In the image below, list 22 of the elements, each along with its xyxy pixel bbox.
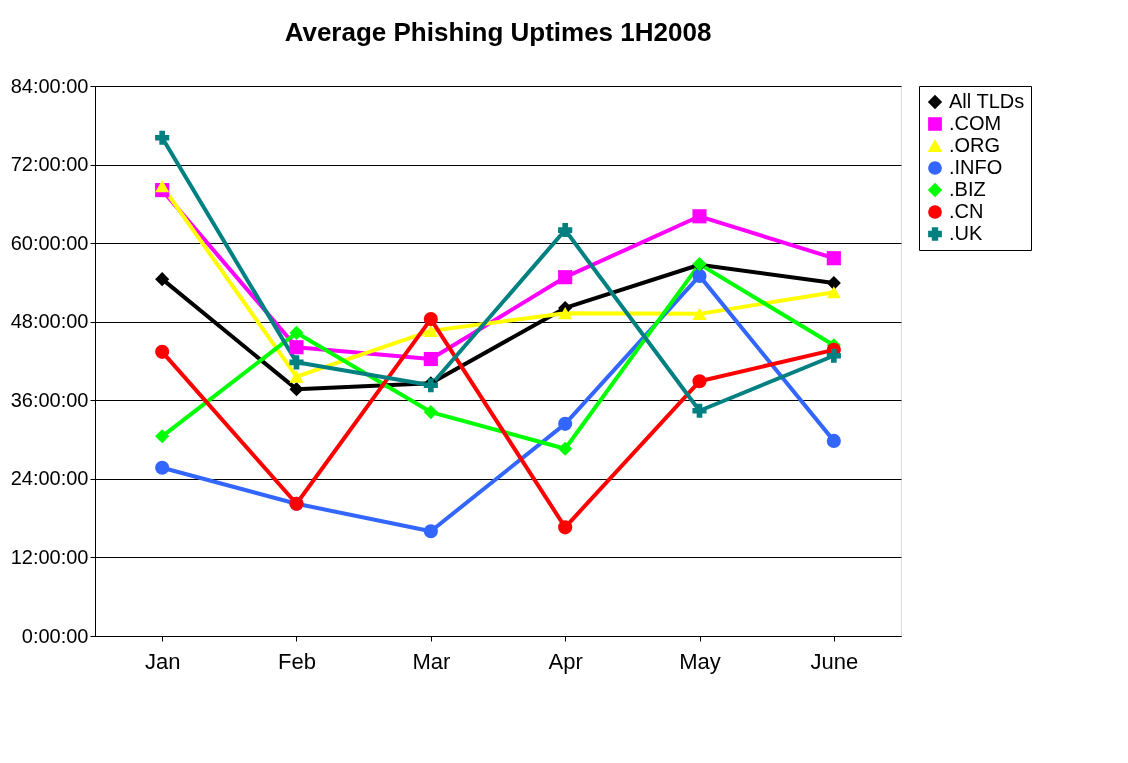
legend-label: All TLDs xyxy=(949,90,1025,112)
y-tick-label: 48:00:00 xyxy=(10,310,89,333)
y-tick-label: 36:00:00 xyxy=(10,388,89,411)
x-tick-label: June xyxy=(810,648,859,674)
x-tick-label: Feb xyxy=(278,648,316,674)
y-tick-label: 24:00:00 xyxy=(10,467,89,490)
x-tick-label: Jan xyxy=(144,648,181,674)
legend-label: .BIZ xyxy=(949,178,986,200)
y-tick-label: 12:00:00 xyxy=(10,545,89,568)
x-tick-label: Apr xyxy=(548,648,583,674)
legend-label: .UK xyxy=(949,222,983,244)
legend-label: .CN xyxy=(949,200,984,222)
x-tick-label: May xyxy=(679,648,721,674)
y-tick-label: 84:00:00 xyxy=(10,74,89,97)
y-tick-label: 60:00:00 xyxy=(10,231,89,254)
legend-label: .ORG xyxy=(949,134,1001,156)
y-tick-label: 0:00:00 xyxy=(21,624,89,647)
chart-title: Average Phishing Uptimes 1H2008 xyxy=(284,17,712,47)
y-tick-label: 72:00:00 xyxy=(10,153,89,176)
legend-label: .INFO xyxy=(949,156,1003,178)
x-tick-label: Mar xyxy=(412,648,451,674)
legend-label: .COM xyxy=(949,112,1002,134)
